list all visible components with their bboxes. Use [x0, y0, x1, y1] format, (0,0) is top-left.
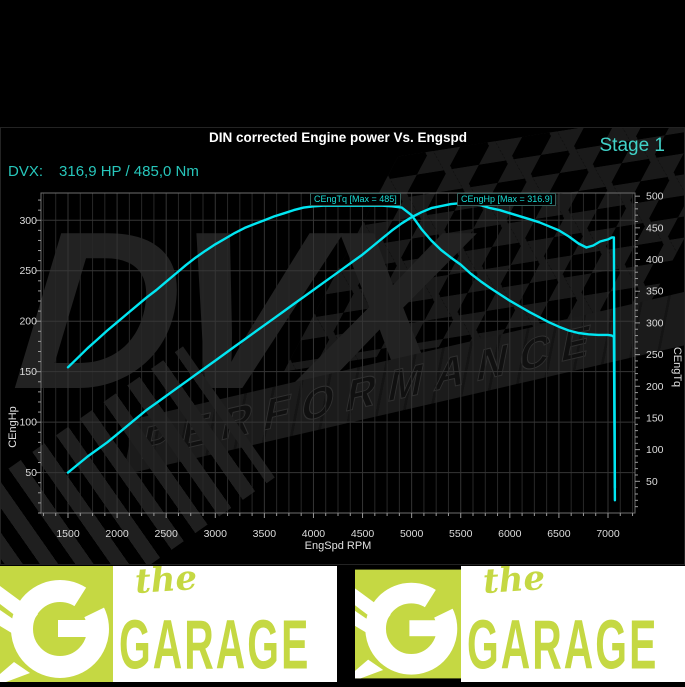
result-prefix: DVX: — [8, 163, 44, 180]
stage-badge: Stage 1 — [599, 135, 666, 156]
garage-text-tile: the GARAGE — [461, 566, 685, 682]
x-tick-label: 5500 — [449, 528, 473, 540]
x-tick-label: 7000 — [596, 528, 620, 540]
left-tick-label: 100 — [19, 417, 37, 429]
x-tick-label: 6000 — [498, 528, 522, 540]
x-tick-label: 4000 — [302, 528, 326, 540]
curve-CEngHp — [66, 201, 617, 489]
chart-title: DIN corrected Engine power Vs. Engspd — [208, 130, 468, 145]
left-tick-label: 250 — [19, 265, 37, 277]
right-tick-label: 350 — [646, 286, 664, 298]
power-max-annotation: CEngHp [Max = 316.9] — [457, 193, 557, 206]
left-tick-label: 150 — [19, 366, 37, 378]
x-tick-label: 4500 — [351, 528, 375, 540]
bottom-black-strip — [0, 682, 685, 685]
tick-labels: 1500 2000 2500 3000 3500 4000 4500 5000 5500 6000… — [19, 191, 663, 540]
left-axis-label: CEngHp — [7, 406, 19, 448]
right-tick-label: 300 — [646, 317, 664, 329]
right-tick-label: 150 — [646, 412, 664, 424]
curve-CEngTq — [66, 204, 617, 502]
x-tick-label: 3000 — [204, 528, 228, 540]
grid-vertical — [42, 193, 634, 513]
axis-ticks — [36, 195, 640, 518]
right-axis-label: CEngTq — [671, 346, 683, 388]
right-tick-label: 450 — [646, 222, 664, 234]
garage-text-tile: the GARAGE — [113, 566, 337, 682]
garage-g-wrench-icon — [0, 566, 128, 682]
garage-logo-tile — [0, 566, 128, 682]
brand-main-word: GARAGE — [119, 607, 311, 682]
right-tick-label: 500 — [646, 191, 664, 203]
brand-script-word: the — [133, 566, 199, 603]
brand-main-word: GARAGE — [467, 607, 659, 682]
x-tick-label: 2000 — [105, 528, 129, 540]
garage-brand-band: the GARAGE the GARAGE — [0, 566, 685, 682]
x-tick-label: 6500 — [547, 528, 571, 540]
left-tick-label: 50 — [25, 467, 37, 479]
left-tick-label: 200 — [19, 316, 37, 328]
garage-g-wrench-icon — [355, 569, 476, 679]
x-tick-label: 2500 — [155, 528, 179, 540]
x-axis-label: EngSpd RPM — [304, 540, 372, 552]
right-tick-label: 100 — [646, 444, 664, 456]
x-tick-label: 1500 — [56, 528, 80, 540]
tile-divider — [337, 566, 355, 682]
left-tick-label: 300 — [19, 215, 37, 227]
x-tick-label: 3500 — [253, 528, 277, 540]
result-value: 316,9 HP / 485,0 Nm — [59, 163, 199, 180]
right-tick-label: 200 — [646, 381, 664, 393]
x-tick-label: 5000 — [400, 528, 424, 540]
torque-max-annotation: CEngTq [Max = 485] — [310, 193, 401, 206]
right-tick-label: 400 — [646, 254, 664, 266]
garage-logo-tile — [355, 566, 476, 682]
result-line: DVX: 316,9 HP / 485,0 Nm — [8, 163, 199, 180]
right-tick-label: 250 — [646, 349, 664, 361]
right-tick-label: 50 — [646, 476, 658, 488]
brand-script-word: the — [481, 566, 547, 603]
